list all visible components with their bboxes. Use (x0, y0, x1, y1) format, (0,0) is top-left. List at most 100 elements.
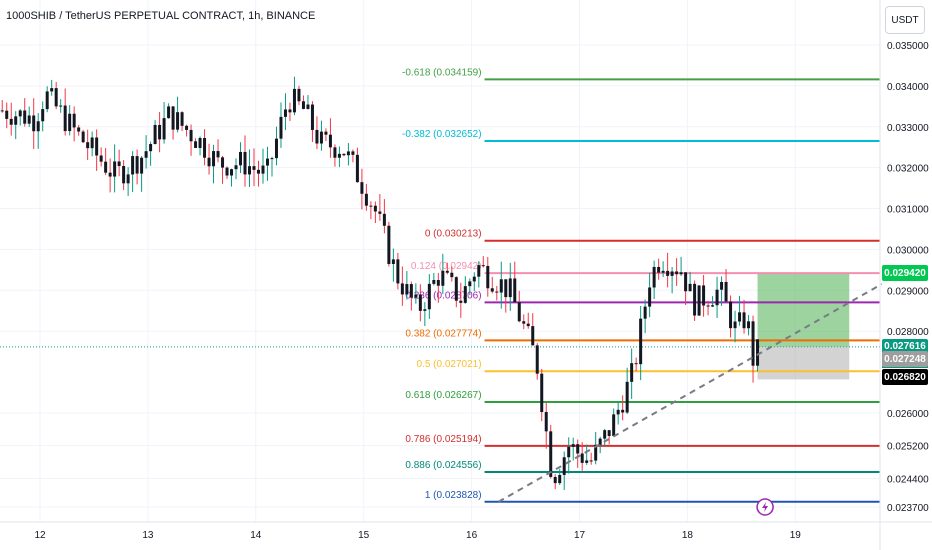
y-tick-label: 0.025200 (887, 442, 929, 453)
fib-level-label: 0.5 (0.027021) (416, 359, 481, 370)
candle-body (265, 158, 269, 166)
candle-body (36, 121, 40, 132)
candle-body (693, 283, 697, 316)
y-tick-label: 0.031000 (887, 205, 929, 216)
candle-body (382, 213, 386, 226)
x-tick-label: 15 (358, 530, 370, 541)
candle-body (603, 430, 607, 439)
candle-body (391, 259, 395, 264)
candle-body (81, 131, 85, 143)
candle-body (675, 271, 679, 275)
currency-button[interactable]: USDT (885, 6, 925, 34)
candle-body (153, 124, 157, 145)
candle-body (468, 281, 472, 287)
y-tick-label: 0.030000 (887, 245, 929, 256)
candle-body (639, 318, 643, 365)
long-position-tool[interactable] (757, 273, 850, 380)
candle-body (117, 161, 121, 167)
candle-body (234, 165, 238, 170)
candle-body (621, 409, 625, 413)
candle-body (544, 412, 548, 432)
candle-body (495, 291, 499, 293)
trendline[interactable] (498, 283, 883, 503)
candle-body (122, 166, 126, 184)
fib-level-label: 0.618 (0.026267) (405, 390, 481, 401)
candle-body (724, 281, 728, 302)
alert-icon[interactable] (756, 498, 774, 516)
fib-level-label: 0.124 (0.02942) (411, 261, 482, 272)
candle-body (661, 270, 665, 273)
candle-body (684, 272, 688, 292)
candle-body (256, 169, 260, 174)
candle-body (306, 104, 310, 109)
candle-body (702, 285, 706, 306)
y-tick-label: 0.029000 (887, 286, 929, 297)
candle-body (346, 151, 350, 156)
fib-level-label: 1 (0.023828) (425, 490, 482, 501)
candle-body (634, 363, 638, 365)
position-target-zone (757, 273, 850, 347)
candle-body (432, 280, 436, 284)
candle-body (248, 166, 252, 175)
candle-body (643, 306, 647, 319)
candle-body (679, 272, 683, 275)
fib-level-label: 0.382 (0.027774) (405, 328, 481, 339)
y-tick-label: 0.026000 (887, 409, 929, 420)
candle-body (252, 166, 256, 170)
candle-body (409, 284, 413, 298)
candle-body (167, 106, 171, 119)
price-scale-badge: 0.026820 (882, 369, 928, 385)
candle-body (292, 88, 296, 113)
candle-body (738, 312, 742, 322)
candle-body (405, 284, 409, 295)
candle-body (594, 444, 598, 461)
candle-body (598, 438, 602, 445)
candle-body (481, 265, 485, 267)
candle-body (140, 157, 144, 174)
candle-body (104, 161, 108, 173)
candle-body (342, 153, 346, 156)
candle-body (113, 161, 117, 177)
candle-body (490, 288, 494, 292)
candle-body (90, 137, 94, 149)
candle-body (423, 309, 427, 311)
fib-level-label: -0.618 (0.034159) (402, 67, 482, 78)
candle-body (657, 266, 661, 273)
candle-body (535, 345, 539, 374)
candle-body (711, 305, 715, 307)
candle-body (378, 211, 382, 214)
fib-level-label: 0.236 (0.028706) (405, 290, 481, 301)
candle-body (99, 155, 103, 162)
candle-body (315, 129, 319, 144)
candle-body (41, 109, 45, 122)
candle-body (319, 131, 323, 144)
candle-body (355, 154, 359, 183)
candle-body (221, 157, 225, 168)
candle-body (144, 151, 148, 158)
candle-body (454, 277, 458, 301)
y-tick-label: 0.034000 (887, 82, 929, 93)
candle-body (427, 283, 431, 310)
fib-level-label: 0.786 (0.025194) (405, 434, 481, 445)
candle-body (553, 476, 557, 484)
dashed-trendline (498, 283, 883, 503)
candle-body (9, 118, 13, 125)
candle-body (477, 265, 481, 277)
candle-body (297, 88, 301, 102)
candle-body (283, 109, 287, 117)
candle-body (418, 294, 422, 311)
candle-body (270, 158, 274, 160)
candle-body (459, 300, 463, 303)
candle-body (364, 193, 368, 206)
candle-body (589, 460, 593, 462)
candle-body (131, 156, 135, 175)
candle-body (450, 272, 454, 278)
candle-body (5, 110, 9, 119)
candle-body (198, 137, 202, 148)
candle-body (715, 289, 719, 306)
candlesticks (0, 76, 760, 490)
candle-body (77, 127, 81, 132)
candle-body (540, 373, 544, 413)
candle-body (522, 321, 526, 324)
